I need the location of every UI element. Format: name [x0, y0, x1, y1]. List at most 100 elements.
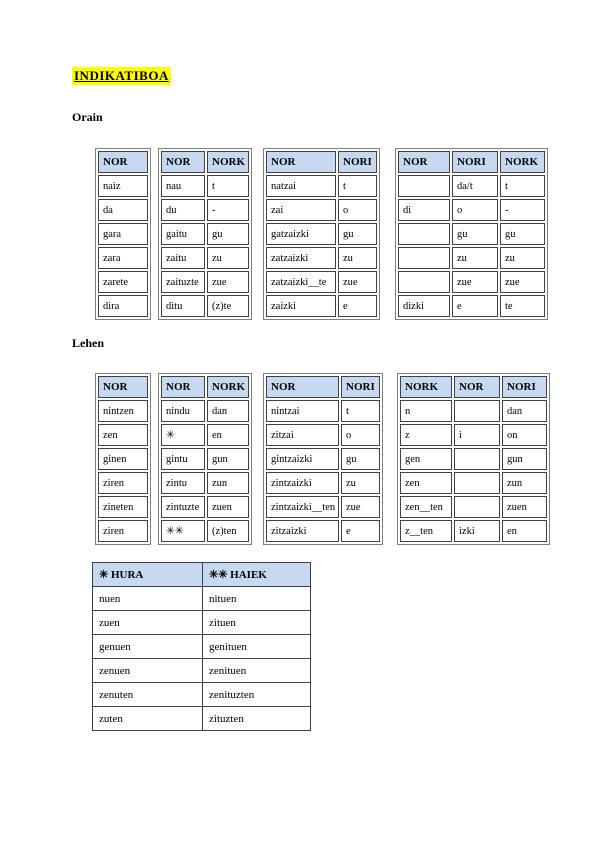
table-row: naiz [98, 175, 148, 197]
table-cell: gu [207, 223, 249, 245]
column-header: NORI [452, 151, 498, 173]
table-row: natzai t [266, 175, 377, 197]
column-header: NOR [266, 376, 339, 398]
table-cell: ditu [161, 295, 205, 317]
table-cell: zu [452, 247, 498, 269]
table-row: ginen [98, 448, 148, 470]
table-cell: da/t [452, 175, 498, 197]
table-cell: gu [338, 223, 377, 245]
table-cell: zarete [98, 271, 148, 293]
column-header: NOR [98, 151, 148, 173]
table-row: z i on [400, 424, 547, 446]
table-cell: nintzen [98, 400, 148, 422]
table-cell: - [500, 199, 545, 221]
table-cell: zenuten [92, 682, 203, 707]
table-row: nuen nituen [92, 586, 311, 611]
table-cell: di [398, 199, 450, 221]
table-row: gintu gun [161, 448, 249, 470]
table-cell: (z)te [207, 295, 249, 317]
table-cell: gun [207, 448, 249, 470]
table-cell: t [338, 175, 377, 197]
column-header: NOR [98, 376, 148, 398]
table-row: ✳✳ (z)ten [161, 520, 249, 542]
table-cell: gara [98, 223, 148, 245]
table-row: da [98, 199, 148, 221]
table-cell: ziren [98, 472, 148, 494]
table-row: ✳ en [161, 424, 249, 446]
table-cell [454, 496, 500, 518]
table-cell: zitzaizki [266, 520, 339, 542]
column-header: NOR [161, 151, 205, 173]
column-header: NORK [207, 151, 249, 173]
table-cell: zu [341, 472, 380, 494]
table-cell: zaitu [161, 247, 205, 269]
table-cell: ziren [98, 520, 148, 542]
table-cell: zintzaizki__ten [266, 496, 339, 518]
column-header: NORI [341, 376, 380, 398]
table-row: zintu zun [161, 472, 249, 494]
table-cell: ✳✳ [161, 520, 205, 542]
table-cell: zituen [202, 610, 311, 635]
table-cell: zaituzte [161, 271, 205, 293]
header-row: NOR NORI [266, 376, 380, 398]
table-row: zitzaizki e [266, 520, 380, 542]
table-row: ditu (z)te [161, 295, 249, 317]
table-row: zaituzte zue [161, 271, 249, 293]
table-cell: e [338, 295, 377, 317]
header-row: ✳ HURA ✳✳ HAIEK [92, 562, 311, 587]
table-cell: zuen [502, 496, 547, 518]
table-cell: natzai [266, 175, 336, 197]
column-header: NOR [398, 151, 450, 173]
table-row: zai o [266, 199, 377, 221]
table-cell: zue [452, 271, 498, 293]
lehen-nork-nor-nori-table: NORK NOR NORI n dan z i on gen gun zen zun zen__ten z… [397, 373, 550, 545]
table-cell [454, 448, 500, 470]
table-cell: nintzai [266, 400, 339, 422]
table-cell: zaizki [266, 295, 336, 317]
table-cell: gen [400, 448, 452, 470]
table-cell [398, 223, 450, 245]
table-row: gen gun [400, 448, 547, 470]
table-row: zara [98, 247, 148, 269]
table-cell: da [98, 199, 148, 221]
hura-haiek-table: ✳ HURA ✳✳ HAIEK nuen nituen zuen zituen genuen… [92, 562, 311, 731]
table-row: zen__ten zuen [400, 496, 547, 518]
table-cell: ginen [98, 448, 148, 470]
table-cell: zu [338, 247, 377, 269]
column-header: ✳ HURA [92, 562, 203, 587]
orain-nor-table: NOR naiz da gara zara zarete dira [95, 148, 151, 320]
column-header: NORI [338, 151, 377, 173]
header-row: NORK NOR NORI [400, 376, 547, 398]
table-cell: zen__ten [400, 496, 452, 518]
table-row: nindu dan [161, 400, 249, 422]
column-header: NORK [500, 151, 545, 173]
orain-nor-nori-table: NOR NORI natzai t zai o gatzaizki gu zatzaizki zu… [263, 148, 380, 320]
lehen-nor-table: NOR nintzen zen ginen ziren zineten ziren [95, 373, 151, 545]
table-row: gatzaizki gu [266, 223, 377, 245]
table-cell: du [161, 199, 205, 221]
table-cell: zitzai [266, 424, 339, 446]
table-cell: zenituzten [202, 682, 311, 707]
table-cell: zue [338, 271, 377, 293]
header-row: NOR NORK [161, 151, 249, 173]
table-cell: dira [98, 295, 148, 317]
table-cell: zen [98, 424, 148, 446]
table-cell: zue [207, 271, 249, 293]
table-cell: te [500, 295, 545, 317]
header-row: NOR NORK [161, 376, 249, 398]
table-cell: zuen [207, 496, 249, 518]
table-cell: z__ten [400, 520, 452, 542]
column-header: NORK [400, 376, 452, 398]
table-cell: zatzaizki [266, 247, 336, 269]
table-cell: o [452, 199, 498, 221]
table-row: gara [98, 223, 148, 245]
column-header: NOR [161, 376, 205, 398]
table-cell: zu [207, 247, 249, 269]
table-cell [398, 247, 450, 269]
table-cell: zuen [92, 610, 203, 635]
table-cell: zun [207, 472, 249, 494]
column-header: NOR [266, 151, 336, 173]
table-cell: gun [502, 448, 547, 470]
table-row: zuen zituen [92, 610, 311, 635]
table-cell: gintzaizki [266, 448, 339, 470]
